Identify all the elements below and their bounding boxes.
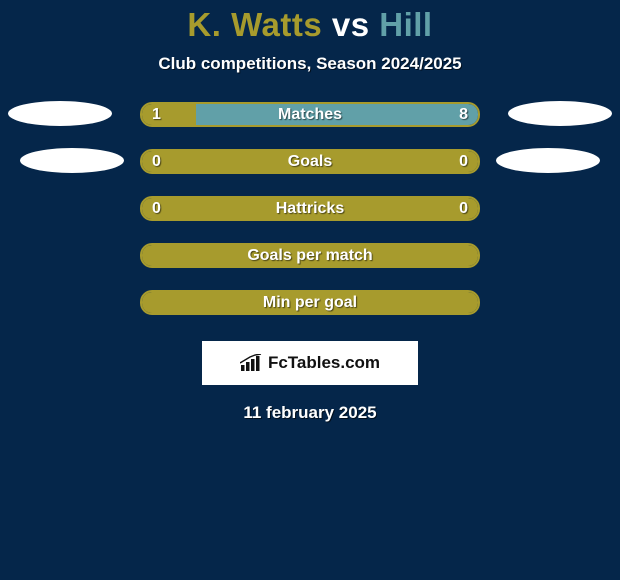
title-player2: Hill bbox=[379, 6, 432, 43]
comparison-card: K. Watts vs Hill Club competitions, Seas… bbox=[0, 0, 620, 580]
stat-bar bbox=[140, 243, 480, 268]
player-oval-left bbox=[20, 148, 124, 173]
bar-segment-left bbox=[142, 198, 478, 219]
title-player1: K. Watts bbox=[187, 6, 322, 43]
logo-suffix: Tables.com bbox=[288, 353, 380, 372]
bar-segment-left bbox=[142, 292, 478, 313]
stat-bar bbox=[140, 102, 480, 127]
stat-bar bbox=[140, 196, 480, 221]
player-oval-left bbox=[8, 101, 112, 126]
chart-icon bbox=[240, 354, 262, 372]
stat-bar bbox=[140, 149, 480, 174]
title-vs: vs bbox=[332, 6, 370, 43]
logo-prefix: Fc bbox=[268, 353, 288, 372]
date-label: 11 february 2025 bbox=[0, 403, 620, 423]
subtitle: Club competitions, Season 2024/2025 bbox=[0, 54, 620, 74]
stat-row: Goals00 bbox=[0, 149, 620, 174]
bar-segment-left bbox=[142, 151, 478, 172]
bar-segment-right bbox=[196, 104, 478, 125]
bar-segment-left bbox=[142, 245, 478, 266]
logo-text: FcTables.com bbox=[268, 353, 380, 373]
stat-row: Min per goal bbox=[0, 290, 620, 315]
source-logo: FcTables.com bbox=[202, 341, 418, 385]
stat-row: Matches18 bbox=[0, 102, 620, 127]
player-oval-right bbox=[496, 148, 600, 173]
stat-bar bbox=[140, 290, 480, 315]
stat-row: Goals per match bbox=[0, 243, 620, 268]
player-oval-right bbox=[508, 101, 612, 126]
stat-row: Hattricks00 bbox=[0, 196, 620, 221]
bar-segment-left bbox=[142, 104, 196, 125]
page-title: K. Watts vs Hill bbox=[0, 6, 620, 44]
stat-rows: Matches18 Goals00 Hattricks00 Goals per mat… bbox=[0, 102, 620, 315]
